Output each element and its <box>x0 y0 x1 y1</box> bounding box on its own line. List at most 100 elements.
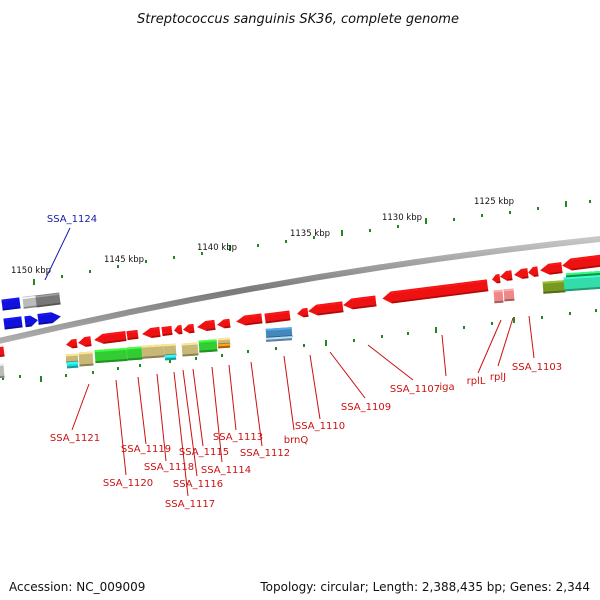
scale-tick <box>313 236 315 239</box>
scale-tick <box>453 218 455 221</box>
scale-tick <box>33 279 35 285</box>
gene-label-ssa-1117: SSA_1117 <box>165 499 215 510</box>
gene-arrow <box>66 338 78 349</box>
gene-label-ssa-1109: SSA_1109 <box>341 402 391 413</box>
leader-line <box>497 317 514 367</box>
gene-arrow <box>22 295 38 309</box>
gene-label-ssa-1107: SSA_1107 <box>390 384 440 395</box>
scale-tick <box>247 350 249 353</box>
scale-tick <box>229 245 231 251</box>
scale-tick <box>195 357 197 360</box>
scale-label: 1135 kbp <box>290 229 330 239</box>
leader-line <box>44 227 71 281</box>
gene-block <box>163 343 177 357</box>
gene-block <box>141 344 165 359</box>
inner-scale-ticks <box>2 309 597 382</box>
gene-arrow <box>540 262 563 275</box>
scale-labels: 1150 kbp 1145 kbp 1140 kbp 1135 kbp 1130 kbp… <box>11 197 514 276</box>
gene-block <box>0 363 5 379</box>
topology-text: Topology: circular; Length: 2,388,435 bp… <box>260 580 590 594</box>
gene-arrow <box>161 325 173 337</box>
scale-tick <box>65 374 67 377</box>
gene-label-ssa-1116: SSA_1116 <box>173 479 223 490</box>
gene-block <box>503 288 515 302</box>
scale-tick <box>139 364 141 367</box>
leader-line <box>367 344 414 381</box>
leader-line <box>309 354 321 420</box>
leader-line <box>228 364 237 431</box>
leader-line <box>173 371 189 497</box>
label-leader-lines <box>44 227 535 497</box>
scale-tick <box>381 335 383 338</box>
scale-tick <box>589 200 591 203</box>
accession-text: Accession: NC_009009 <box>9 580 146 594</box>
gene-arrow <box>3 316 23 330</box>
scale-tick <box>435 327 437 333</box>
scale-tick <box>369 229 371 232</box>
leader-line <box>137 376 147 445</box>
scale-tick <box>201 252 203 255</box>
gene-arrow <box>492 274 501 284</box>
leader-line <box>182 369 198 477</box>
scale-tick <box>61 275 63 278</box>
scale-tick <box>595 309 597 312</box>
gene-block <box>493 289 504 304</box>
gene-arrow <box>142 326 161 338</box>
gene-features <box>0 254 600 379</box>
gene-block <box>565 270 600 278</box>
scale-tick <box>2 377 4 380</box>
scale-tick <box>173 256 175 259</box>
scale-tick <box>285 240 287 243</box>
gene-arrow <box>197 319 216 331</box>
leader-line <box>528 315 535 359</box>
scale-tick <box>221 354 223 357</box>
gene-block <box>265 336 293 342</box>
gene-arrow <box>1 297 21 311</box>
gene-label-ssa-1121: SSA_1121 <box>50 433 100 444</box>
scale-tick <box>145 260 147 263</box>
gene-arrow <box>35 292 61 308</box>
scale-tick <box>341 230 343 236</box>
scale-tick <box>89 270 91 273</box>
gene-block <box>164 354 177 361</box>
scale-tick <box>481 214 483 217</box>
gene-label-ssa-1112: SSA_1112 <box>240 448 290 459</box>
scale-tick <box>509 211 511 214</box>
scale-tick <box>541 316 543 319</box>
leader-line <box>441 334 447 377</box>
gene-label-iga: iga <box>439 382 454 393</box>
gene-label-ssa-1124: SSA_1124 <box>47 214 97 225</box>
gene-label-ssa-1113: SSA_1113 <box>213 432 263 443</box>
leader-line <box>192 368 204 447</box>
gene-arrow <box>126 329 139 341</box>
scale-tick <box>275 347 277 350</box>
leader-line <box>250 361 263 447</box>
gene-block <box>217 337 231 346</box>
scale-tick <box>537 207 539 210</box>
gene-block <box>563 274 600 292</box>
gene-arrow <box>94 331 127 344</box>
gene-arrow <box>24 315 38 328</box>
scale-tick <box>425 218 427 224</box>
gene-arrow <box>514 268 529 279</box>
genome-backbone <box>0 236 600 344</box>
gene-arrow <box>297 307 309 318</box>
leader-line <box>283 355 295 431</box>
gene-block <box>126 346 143 361</box>
scale-tick <box>117 367 119 370</box>
map-title: Streptococcus sanguinis SK36, complete g… <box>137 12 459 27</box>
scale-label: 1125 kbp <box>474 197 514 207</box>
gene-arrow <box>500 270 513 281</box>
gene-label-brnq: brnQ <box>284 435 309 446</box>
scale-tick <box>325 340 327 346</box>
gene-arrow <box>0 346 5 358</box>
gene-block <box>217 343 231 349</box>
scale-tick <box>92 371 94 374</box>
scale-tick <box>40 376 42 382</box>
leader-line <box>156 373 167 462</box>
scale-tick <box>169 360 171 363</box>
leader-line <box>329 351 366 399</box>
gene-block <box>78 351 94 367</box>
gene-arrow <box>264 310 291 324</box>
